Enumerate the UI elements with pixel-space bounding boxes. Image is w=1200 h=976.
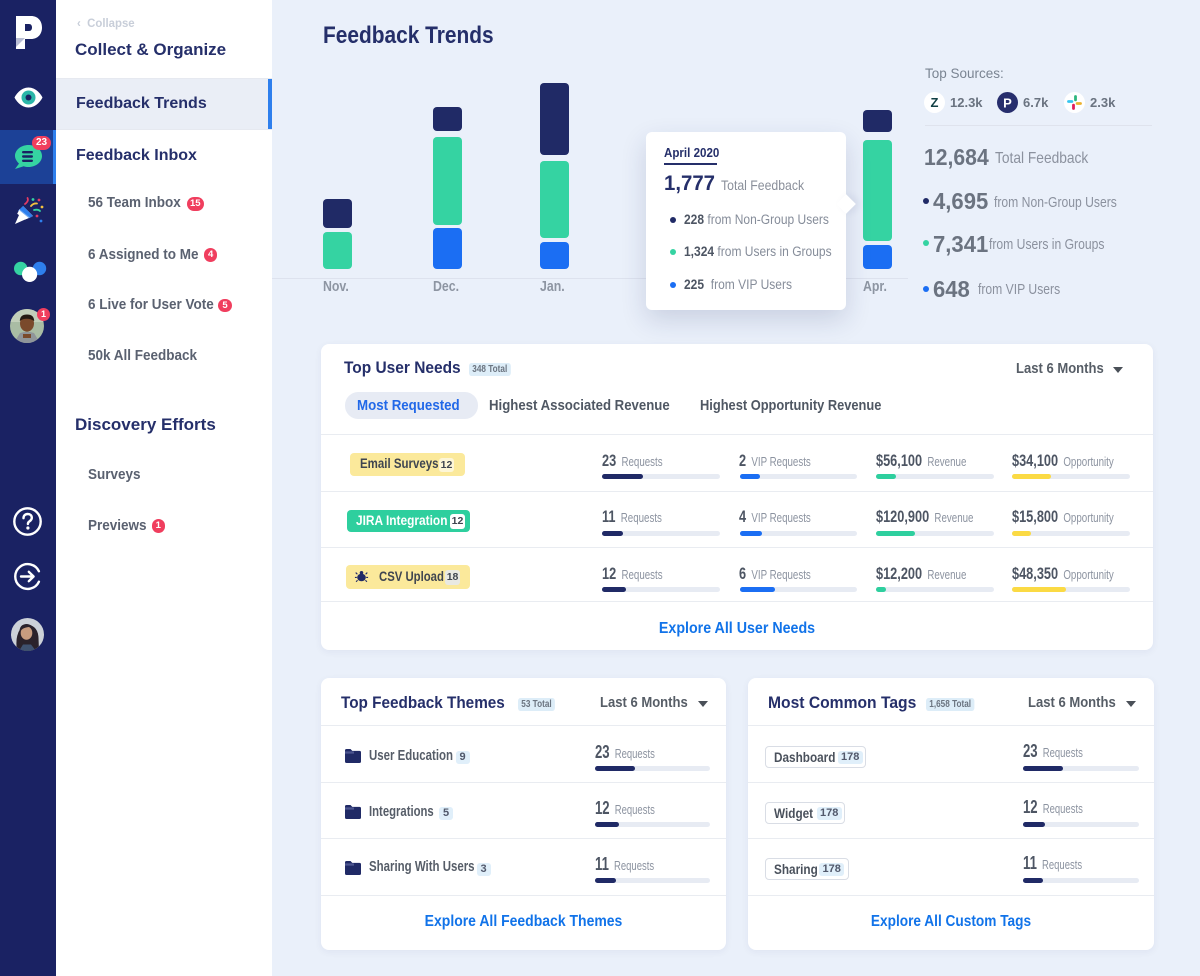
svg-text:P: P <box>1003 96 1012 111</box>
svg-text:Z: Z <box>931 95 939 110</box>
